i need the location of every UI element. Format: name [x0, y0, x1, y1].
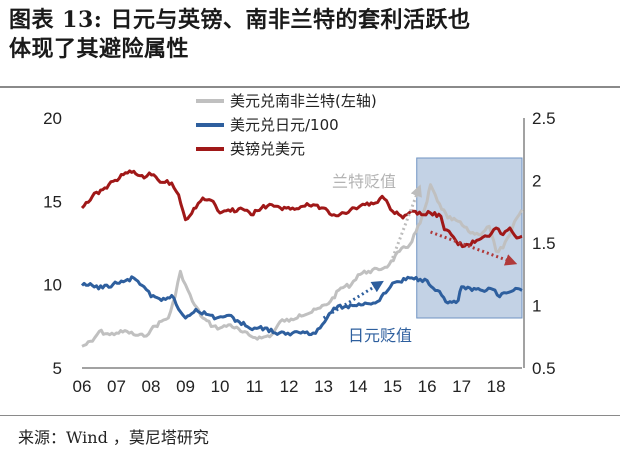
x-tick-7: 13 [314, 377, 333, 396]
title-line-2: 体现了其避险属性 [9, 36, 190, 62]
x-tick-10: 16 [418, 377, 437, 396]
series-line-2 [80, 169, 523, 249]
y-right-tick-3: 2 [532, 172, 541, 191]
source-note: 来源：Wind ，莫尼塔研究 [18, 428, 209, 447]
x-tick-9: 15 [383, 377, 402, 396]
title-line-1: 图表 13: 日元与英镑、南非兰特的套利活跃也 [9, 7, 471, 33]
y-right-tick-4: 2.5 [532, 109, 556, 128]
page-title: 图表 13: 日元与英镑、南非兰特的套利活跃也 体现了其避险属性 [9, 6, 609, 64]
y-right-tick-1: 1 [532, 297, 541, 316]
series-line-1 [80, 275, 523, 337]
x-tick-12: 18 [487, 377, 506, 396]
series-layer [80, 169, 524, 348]
jpy-depreciation-label: 日元贬值 [348, 326, 412, 345]
x-tick-5: 11 [246, 377, 264, 396]
y-right-tick-0: 0.5 [532, 359, 556, 378]
legend: 美元兑南非兰特(左轴) 美元兑日元/100 英镑兑美元 [196, 92, 377, 158]
y-left-tick-2: 15 [43, 192, 62, 211]
legend-label-0: 美元兑南非兰特(左轴) [230, 92, 377, 110]
x-tick-6: 12 [280, 377, 299, 396]
x-tick-0: 06 [73, 377, 92, 396]
legend-label-1: 美元兑日元/100 [230, 116, 339, 134]
x-tick-1: 07 [107, 377, 126, 396]
footer-divider [0, 415, 620, 416]
x-tick-11: 17 [452, 377, 471, 396]
series-line-0 [81, 183, 524, 348]
trend-arrows [322, 184, 518, 320]
y-left-tick-0: 5 [53, 359, 62, 378]
x-tick-8: 14 [349, 377, 368, 396]
x-tick-3: 09 [176, 377, 195, 396]
tick-labels: 5 10 15 20 0.5 1 1.5 2 2.5 06 07 08 09 10 11 12 13 14 15 16… [43, 109, 556, 396]
legend-label-2: 英镑兑美元 [230, 140, 305, 158]
zar-trend-arrow [391, 184, 422, 259]
x-tick-4: 10 [211, 377, 230, 396]
jpy-trend-arrow [322, 280, 384, 320]
x-tick-2: 08 [142, 377, 161, 396]
zar-depreciation-label: 兰特贬值 [332, 172, 396, 191]
axes [82, 118, 525, 369]
y-left-tick-1: 10 [43, 276, 62, 295]
title-divider [0, 86, 620, 88]
y-right-tick-2: 1.5 [532, 234, 556, 253]
y-left-tick-3: 20 [43, 109, 62, 128]
